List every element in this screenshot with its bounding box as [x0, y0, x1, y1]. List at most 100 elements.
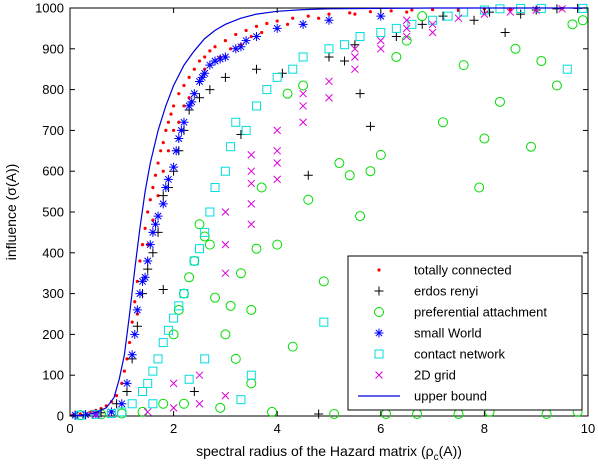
data-point: [247, 179, 256, 188]
data-point: [246, 370, 256, 380]
data-point: [368, 10, 373, 14]
legend-label: totally connected: [414, 263, 512, 278]
data-point: [256, 182, 267, 193]
data-point: [195, 76, 204, 86]
data-point: [205, 60, 215, 70]
data-point: [148, 198, 152, 202]
data-point: [225, 300, 236, 311]
data-point: [158, 398, 169, 409]
data-point: [194, 219, 205, 230]
legend-entry: erdos renyi: [374, 284, 478, 299]
data-point: [334, 158, 345, 169]
data-point: [159, 149, 163, 153]
data-point: [317, 16, 321, 20]
x-tick-label: 6: [377, 421, 384, 436]
data-point: [130, 320, 134, 324]
data-point: [125, 357, 129, 361]
data-point: [267, 406, 278, 417]
data-point: [552, 4, 562, 14]
data-point: [92, 410, 100, 419]
y-tick-label: 1000: [35, 1, 64, 16]
data-point: [174, 134, 184, 144]
data-point: [236, 42, 246, 52]
x-tick-label: 2: [170, 421, 177, 436]
legend-label: contact network: [414, 347, 506, 362]
data-point: [148, 366, 158, 376]
x-tick-label: 8: [481, 421, 488, 436]
data-point: [319, 317, 329, 327]
data-point: [172, 128, 176, 132]
x-tick-label: 10: [581, 421, 595, 436]
data-point: [210, 183, 220, 193]
data-point: [273, 126, 282, 135]
y-tick-label: 500: [42, 205, 64, 220]
series-upper-bound: [69, 7, 588, 417]
data-point: [138, 387, 148, 397]
legend-box: [347, 255, 583, 411]
data-point: [329, 408, 340, 419]
data-layer: [69, 3, 588, 421]
data-point: [508, 8, 512, 12]
data-point: [189, 387, 199, 397]
data-point: [166, 149, 171, 153]
legend-label: small World: [414, 326, 482, 341]
data-point: [187, 97, 197, 107]
x-tick-label: 0: [66, 421, 73, 436]
legend-label: upper bound: [414, 389, 487, 404]
data-point: [228, 47, 233, 51]
data-point: [428, 28, 437, 37]
data-point: [234, 32, 238, 37]
data-point: [143, 378, 153, 388]
data-point: [251, 32, 261, 42]
data-point: [247, 199, 256, 208]
data-point: [402, 32, 411, 41]
data-point: [458, 60, 469, 71]
data-point: [299, 102, 307, 110]
data-point: [443, 11, 453, 21]
y-tick-label: 700: [42, 123, 64, 138]
data-point: [122, 378, 132, 388]
data-point: [324, 52, 334, 62]
data-point: [177, 92, 181, 96]
legend-label: 2D grid: [414, 368, 456, 383]
data-point: [215, 402, 226, 413]
x-axis-label-tail: (A)): [439, 443, 462, 459]
data-point: [273, 146, 282, 155]
data-point: [132, 305, 142, 315]
legend-entry: small World: [374, 326, 482, 341]
y-tick-label: 200: [42, 327, 64, 342]
data-point: [241, 125, 251, 135]
data-point: [325, 77, 333, 86]
data-point: [195, 371, 204, 380]
data-point: [221, 269, 230, 278]
data-point: [282, 88, 293, 99]
data-point: [235, 268, 246, 279]
data-point: [402, 16, 411, 25]
data-point: [205, 207, 215, 217]
data-point: [454, 14, 463, 23]
data-point: [376, 27, 386, 37]
legend-entry: 2D grid: [375, 368, 456, 383]
data-point: [365, 166, 376, 177]
legend-marker: [374, 349, 384, 359]
data-point: [437, 117, 448, 128]
series-2d-grid: [92, 4, 566, 419]
data-point: [106, 409, 116, 419]
data-point: [247, 220, 256, 229]
data-point: [220, 329, 231, 340]
data-point: [351, 65, 359, 74]
data-point: [130, 329, 140, 339]
data-point: [195, 244, 204, 254]
data-point: [438, 11, 448, 21]
data-point: [200, 227, 210, 237]
data-point: [91, 409, 101, 419]
series-preferential-attachment: [75, 11, 588, 421]
data-point: [179, 117, 189, 127]
data-point: [244, 28, 248, 33]
data-point: [221, 240, 230, 249]
data-point: [247, 151, 256, 159]
data-point: [314, 409, 324, 419]
data-point: [115, 394, 119, 398]
data-point: [558, 4, 566, 13]
